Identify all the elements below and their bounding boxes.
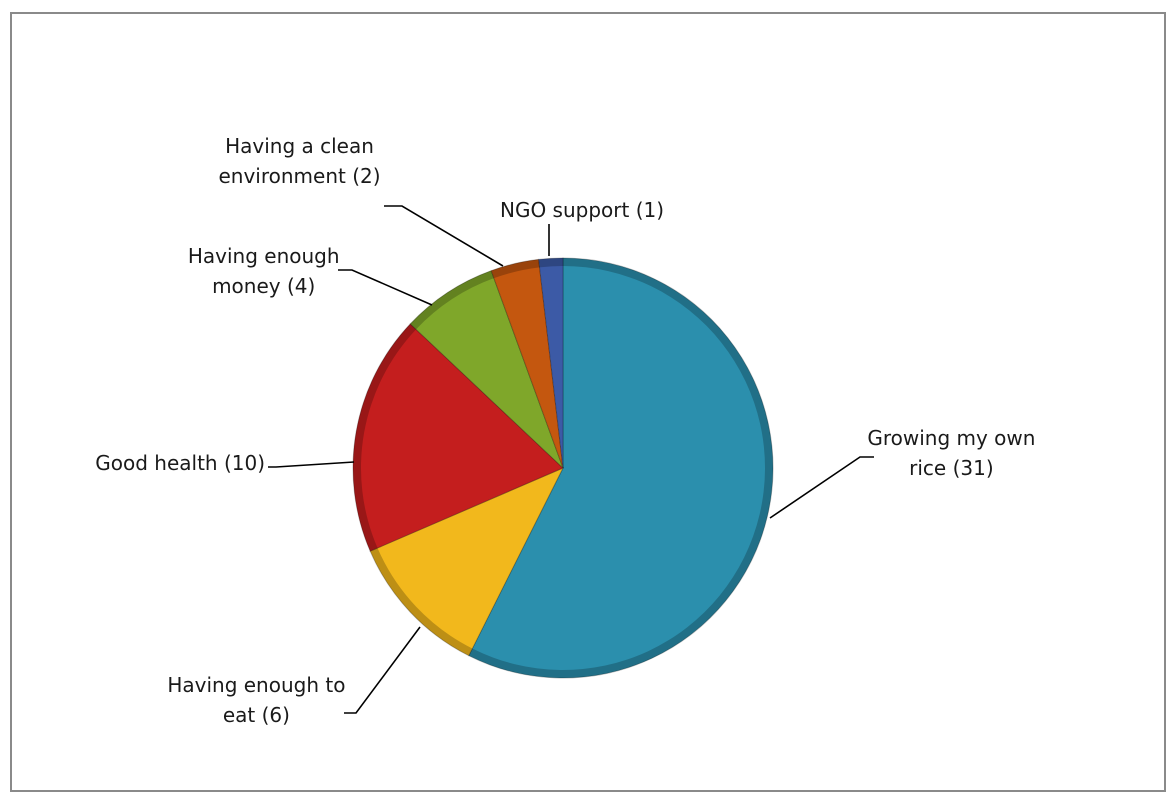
leader-line-0 [769,456,874,519]
pie-slice-5 [538,257,564,469]
pie-slice-2 [352,323,564,552]
pie-slice-bevel-5 [538,258,563,268]
pie-slice-4 [490,258,564,469]
pie-slice-bevel-2 [352,323,417,552]
leader-line-1 [344,626,421,714]
slice-label-line: Having a clean [225,134,374,158]
leader-line-4 [384,205,504,267]
slice-label-2: Good health (10) [95,451,265,475]
slice-label-line: rice (31) [909,456,994,480]
slice-labels: Growing my own rice (31) Having enough to e… [95,134,1035,727]
pie-slice-0 [468,257,774,679]
pie-chart: Growing my own rice (31) Having enough to e… [95,134,1035,727]
slice-label-3: Having enough money (4) [188,244,340,298]
slice-label-line: NGO support (1) [500,198,664,222]
slice-label-4: Having a clean environment (2) [218,134,380,188]
slice-label-line: Having enough [188,244,340,268]
leader-line-3 [338,269,433,306]
pie-slice-1 [369,466,565,657]
slice-label-line: money (4) [212,274,315,298]
slice-label-line: Growing my own [867,426,1035,450]
pie-slice-bevel-1 [370,548,473,656]
leader-lines [268,205,874,714]
leader-line-2 [268,461,355,468]
slice-label-line: eat (6) [223,703,290,727]
slice-label-line: Having enough to [167,673,345,697]
pie-slice-bevel-4 [491,259,540,279]
slice-label-line: Good health (10) [95,451,265,475]
pie-slice-3 [409,270,564,469]
pie-slice-bevel-3 [410,270,494,330]
slice-label-line: environment (2) [218,164,380,188]
pie-slices [352,257,774,679]
slice-label-0: Growing my own rice (31) [867,426,1035,480]
slice-label-5: NGO support (1) [500,198,664,222]
slice-label-1: Having enough to eat (6) [167,673,345,727]
